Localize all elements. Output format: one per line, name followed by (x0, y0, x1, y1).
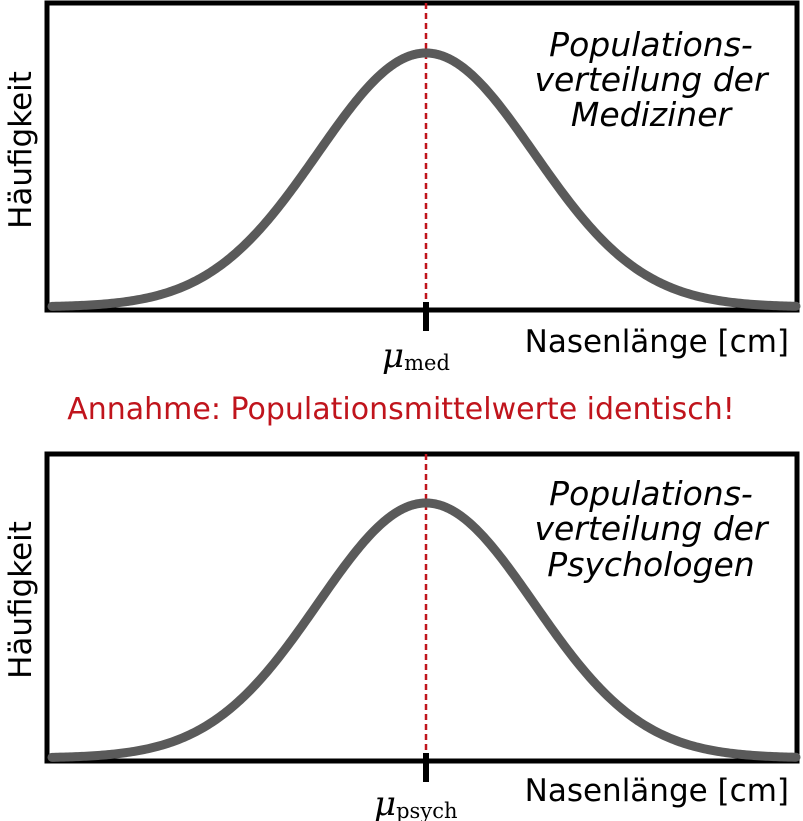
panel-medicine: Häufigkeit Nasenlänge [cm] Populations- … (3, 0, 801, 376)
x-axis-label-psychology: Nasenlänge [cm] (525, 773, 789, 809)
annotation-line-2-psychology: verteilung der (534, 509, 769, 548)
annotation-line-1-psychology: Populations- (549, 474, 753, 513)
annotation-line-2-medicine: verteilung der (534, 60, 769, 99)
plot-frame-medicine (44, 0, 800, 313)
y-axis-label-medicine: Häufigkeit (3, 71, 39, 229)
distribution-curve-medicine (47, 48, 801, 311)
annotation-line-3-psychology: Psychologen (547, 545, 754, 584)
plot-frame-psychology (44, 451, 800, 764)
x-axis-label-medicine: Nasenlänge [cm] (525, 324, 789, 360)
mu-symbol-medicine: μ (382, 336, 404, 376)
distribution-curve-psychology (47, 498, 801, 762)
mu-subscript-psychology: psych (396, 799, 457, 821)
panel-psychology: Häufigkeit Nasenlänge [cm] Populations- … (3, 451, 801, 821)
mu-subscript-medicine: med (404, 351, 450, 375)
y-axis-label-psychology: Häufigkeit (3, 521, 39, 679)
assumption-text: Annahme: Populationsmittelwerte identisc… (67, 392, 735, 427)
annotation-line-3-medicine: Mediziner (571, 95, 734, 134)
mu-symbol-psychology: μ (374, 784, 396, 821)
mean-label-medicine: μmed (382, 336, 450, 376)
mean-label-psychology: μpsych (374, 784, 457, 821)
annotation-line-1-medicine: Populations- (549, 25, 753, 64)
